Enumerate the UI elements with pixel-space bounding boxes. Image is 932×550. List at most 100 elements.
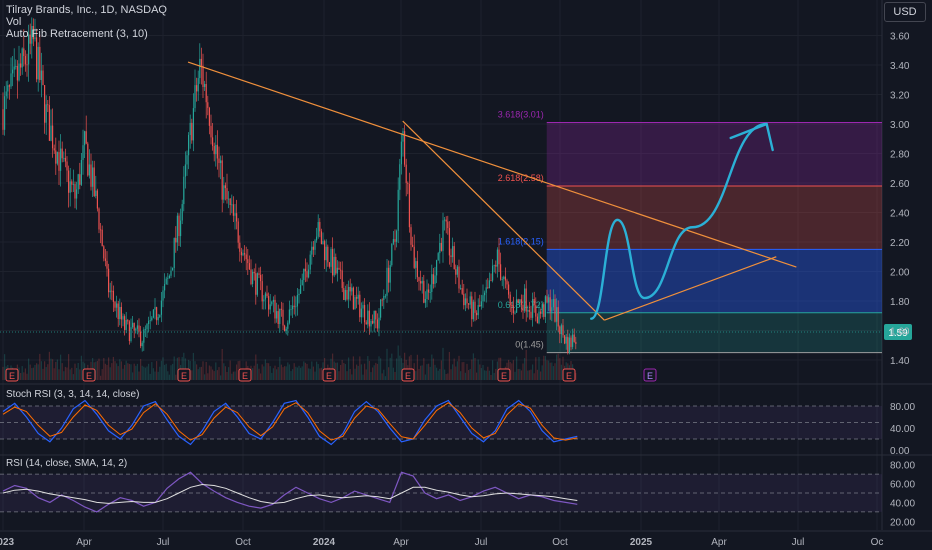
volume-bar [111,363,113,380]
volume-bar [524,358,526,380]
volume-bar [260,373,262,380]
candle-body [559,326,561,335]
volume-bar [351,374,353,380]
volume-bar [375,362,377,380]
volume-bar [340,364,342,380]
price-candles [0,17,882,355]
candle-body [205,83,207,103]
volume-bar [370,372,372,380]
oscillator-line-rsi [2,471,578,513]
candle-body [66,161,68,171]
oscillator-tick-label: 40.00 [890,424,915,435]
stoch-rsi-title[interactable]: Stoch RSI (3, 3, 14, 14, close) [6,389,140,400]
volume-indicator-label[interactable]: Vol [6,16,22,28]
candle-body [541,304,543,314]
time-tick-label: Jul [475,537,488,548]
volume-bar [544,355,546,380]
candle-body [148,320,150,325]
candle-body [551,307,553,312]
candle-body [306,271,308,278]
oscillator-tick-label: 40.00 [890,498,915,509]
fib-indicator-label[interactable]: Auto Fib Retracement (3, 10) [6,28,148,40]
volume-bar [560,364,562,380]
volume-bar [159,366,161,380]
earnings-marker [497,368,511,382]
candle-body [381,299,383,301]
candle-body [141,342,143,347]
volume-bar [215,362,217,380]
candle-body [258,273,260,275]
candle-body [455,269,457,275]
candle-body [360,308,362,318]
candle-body [55,150,57,164]
volume-bar [452,364,454,380]
earnings-marker-label: E [86,371,92,381]
volume-bar [47,364,49,380]
fib-zone [546,249,882,313]
volume-bar [556,354,558,380]
candle-body [151,317,153,321]
currency-button[interactable]: USD [884,2,926,22]
volume-bar [170,365,172,380]
volume-bar [79,369,81,380]
candle-body [183,176,185,205]
candle-body [439,242,441,254]
volume-bar [72,374,74,380]
candle-body [535,305,537,317]
candle-body [80,159,82,185]
volume-bar [410,354,412,380]
earnings-marker-label: E [326,371,332,381]
candle-body [276,311,278,319]
candle-body [127,320,129,322]
candle-body [34,37,36,40]
candle-body [517,299,519,303]
price-axis[interactable]: 1.59 1.40 1.60 1.80 2.00 2.20 2.40 2.60 2.80 3.00… [884,32,915,529]
volume-bar [106,364,108,380]
time-axis[interactable]: 2023 Apr Jul Oct 2024 Apr Jul Oct 2025 Apr Jul Oc [0,530,932,548]
earnings-marker [322,368,336,382]
candle-body [152,309,154,318]
candle-body [562,325,564,336]
candle-body [140,331,142,347]
candle-body [114,301,116,308]
chart-legend: Tilray Brands, Inc., 1D, NASDAQ Vol Auto… [6,4,167,40]
volume-bar [546,360,548,380]
candle-body [24,56,26,65]
volume-bar [575,373,577,380]
volume-bar [31,368,33,380]
volume-bar [276,369,278,380]
oscillator-tick-label: 0.00 [890,446,910,457]
candle-body [210,125,212,138]
candle-body [512,305,514,314]
volume-bar [335,362,337,380]
volume-bar [210,366,212,380]
candle-body [458,266,460,289]
candle-body [300,285,302,294]
volume-bar [74,363,76,380]
volume-bar [279,356,281,380]
symbol-title[interactable]: Tilray Brands, Inc., 1D, NASDAQ [6,4,167,16]
candle-body [120,306,122,320]
candle-body [247,259,249,264]
volume-bar [461,362,463,380]
rsi-title[interactable]: RSI (14, close, SMA, 14, 2) [6,458,128,469]
candle-body [88,164,90,176]
volume-bars [2,345,577,380]
candle-body [167,278,169,279]
volume-bar [338,371,340,380]
candle-body [71,181,73,185]
drawing-annotations[interactable] [187,61,797,321]
oscillator-line-k [2,399,578,446]
candle-body [197,78,199,92]
volume-bar [119,359,121,380]
candle-body [354,297,356,310]
volume-bar [464,372,466,380]
volume-bar [228,367,230,380]
volume-bar [485,370,487,380]
volume-bar [308,368,310,380]
candle-body [266,293,268,297]
candle-body [168,275,170,279]
candle-body [466,298,468,304]
